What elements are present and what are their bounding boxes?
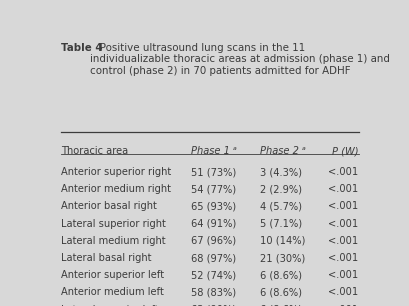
Text: 10 (14%): 10 (14%)	[261, 236, 306, 246]
Text: 54 (77%): 54 (77%)	[191, 184, 236, 194]
Text: Lateral superior right: Lateral superior right	[61, 219, 166, 229]
Text: P (W): P (W)	[332, 146, 359, 156]
Text: Anterior basal right: Anterior basal right	[61, 201, 157, 211]
Text: Lateral medium right: Lateral medium right	[61, 236, 165, 246]
Text: 68 (97%): 68 (97%)	[191, 253, 236, 263]
Text: <.001: <.001	[328, 305, 359, 306]
Text: 65 (93%): 65 (93%)	[191, 201, 236, 211]
Text: Table 4: Table 4	[61, 43, 102, 53]
Text: 2 (2.9%): 2 (2.9%)	[261, 184, 302, 194]
Text: Anterior superior left: Anterior superior left	[61, 270, 164, 280]
Text: 6 (8.6%): 6 (8.6%)	[261, 305, 302, 306]
Text: 64 (91%): 64 (91%)	[191, 219, 236, 229]
Text: <.001: <.001	[328, 287, 359, 297]
Text: <.001: <.001	[328, 184, 359, 194]
Text: 67 (96%): 67 (96%)	[191, 236, 236, 246]
Text: 21 (30%): 21 (30%)	[261, 253, 306, 263]
Text: <.001: <.001	[328, 167, 359, 177]
Text: 52 (74%): 52 (74%)	[191, 270, 236, 280]
Text: 6 (8.6%): 6 (8.6%)	[261, 287, 302, 297]
Text: <.001: <.001	[328, 201, 359, 211]
Text: <.001: <.001	[328, 253, 359, 263]
Text: Thoracic area: Thoracic area	[61, 146, 128, 156]
Text: <.001: <.001	[328, 236, 359, 246]
Text: Lateral superior left: Lateral superior left	[61, 305, 158, 306]
Text: Anterior superior right: Anterior superior right	[61, 167, 171, 177]
Text: 6 (8.6%): 6 (8.6%)	[261, 270, 302, 280]
Text: Anterior medium right: Anterior medium right	[61, 184, 171, 194]
Text: 51 (73%): 51 (73%)	[191, 167, 236, 177]
Text: <.001: <.001	[328, 219, 359, 229]
Text: Lateral basal right: Lateral basal right	[61, 253, 151, 263]
Text: 58 (83%): 58 (83%)	[191, 287, 236, 297]
Text: Phase 1 ᵃ: Phase 1 ᵃ	[191, 146, 236, 156]
Text: <.001: <.001	[328, 270, 359, 280]
Text: 5 (7.1%): 5 (7.1%)	[261, 219, 302, 229]
Text: 3 (4.3%): 3 (4.3%)	[261, 167, 302, 177]
Text: 4 (5.7%): 4 (5.7%)	[261, 201, 302, 211]
Text: 63 (90%): 63 (90%)	[191, 305, 236, 306]
Text: Phase 2 ᵃ: Phase 2 ᵃ	[261, 146, 306, 156]
Text: Anterior medium left: Anterior medium left	[61, 287, 164, 297]
Text: Positive ultrasound lung scans in the 11
individualizable thoracic areas at admi: Positive ultrasound lung scans in the 11…	[90, 43, 390, 76]
